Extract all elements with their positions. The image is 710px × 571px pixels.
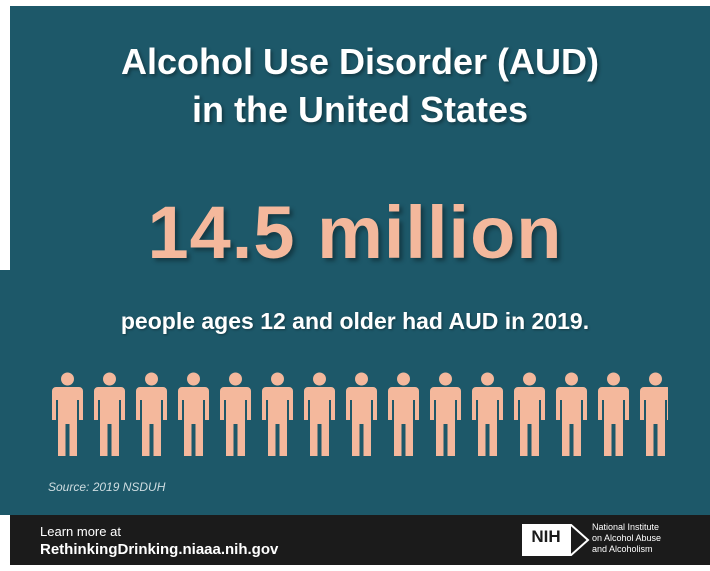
headline: Alcohol Use Disorder (AUD) in the United… [10, 38, 710, 134]
nih-logo-text: NIH [531, 527, 561, 546]
institute-name: National Institute on Alcohol Abuse and … [592, 522, 661, 555]
person-icon [514, 372, 545, 456]
person-icon [472, 372, 503, 456]
person-icon [136, 372, 167, 456]
people-icon-row [52, 372, 668, 456]
background-panel-upper [10, 6, 710, 276]
person-icon [346, 372, 377, 456]
person-icon [430, 372, 461, 456]
institute-name-line: National Institute [592, 522, 660, 532]
headline-line-1: Alcohol Use Disorder (AUD) [120, 41, 600, 82]
stat-description: people ages 12 and older had AUD in 2019… [120, 308, 590, 334]
source-note: Source: 2019 NSDUH [48, 480, 166, 494]
person-icon [52, 372, 83, 456]
institute-name-line: and Alcoholism [592, 544, 653, 554]
person-icon [556, 372, 587, 456]
person-icon [388, 372, 419, 456]
institute-name-line: on Alcohol Abuse [592, 533, 662, 543]
person-icon [304, 372, 335, 456]
person-icon [598, 372, 629, 456]
person-icon [178, 372, 209, 456]
footer-bar: Learn more at RethinkingDrinking.niaaa.n… [10, 515, 710, 565]
learn-more-label: Learn more at [40, 524, 121, 539]
nih-logo-icon [522, 524, 590, 556]
website-link[interactable]: RethinkingDrinking.niaaa.nih.gov [40, 541, 279, 558]
person-icon [640, 372, 668, 456]
person-icon [262, 372, 293, 456]
person-icon [94, 372, 125, 456]
headline-line-2: in the United States [191, 89, 529, 130]
stat-value: 14.5 million [147, 191, 563, 274]
person-icon [220, 372, 251, 456]
